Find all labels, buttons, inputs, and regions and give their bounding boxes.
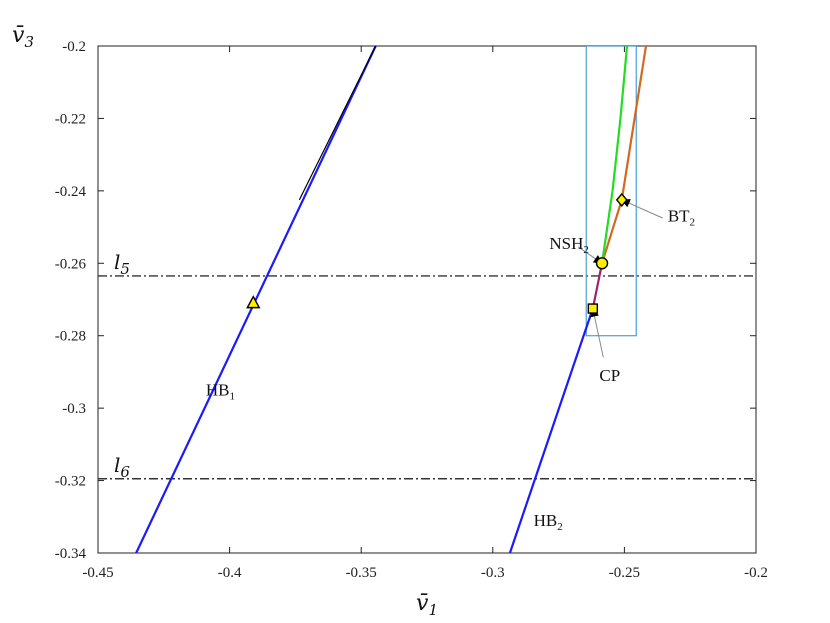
- x-tick-label: -0.2: [744, 565, 768, 581]
- y-tick-label: -0.22: [55, 111, 86, 127]
- y-axis-label-sub: 3: [24, 33, 34, 51]
- curve-cusp-segment: [591, 263, 604, 309]
- y-axis-label: v̄3: [12, 23, 34, 51]
- annotation-hb2-label: HB2: [534, 511, 563, 533]
- annotation-hb1-label: HB1: [206, 380, 235, 402]
- arrow-cp-label: [590, 307, 604, 358]
- annotation-nsh2-label: NSH2: [549, 234, 589, 256]
- marker-nsh2: [595, 257, 609, 270]
- reference-line-label-l6: l6: [114, 453, 130, 481]
- annotation-main: HB: [206, 380, 230, 399]
- annotation-bt2-label: BT2: [668, 207, 695, 229]
- marker-bt2: [615, 192, 628, 208]
- annotation-sub: 2: [583, 244, 589, 256]
- x-tick-label: -0.35: [346, 565, 377, 581]
- y-tick-label: -0.28: [55, 329, 86, 345]
- annotation-main: HB: [534, 511, 558, 530]
- reference-line-label-sub: 5: [120, 260, 130, 278]
- annotation-sub: 2: [557, 521, 563, 533]
- y-tick-label: -0.34: [55, 546, 87, 562]
- reference-line-label-main: l: [114, 250, 120, 274]
- y-tick-label: -0.3: [62, 401, 86, 417]
- marker-cp: [587, 303, 599, 314]
- zoom-box: [585, 46, 637, 337]
- x-axis-label-sub: 1: [428, 601, 438, 619]
- curve-hb1-overlay: [298, 46, 377, 201]
- annotation-sub: 2: [690, 217, 696, 229]
- curve-hb2: [508, 308, 594, 553]
- x-axis-label: v̄1: [416, 591, 438, 619]
- annotation-cp-label: CP: [599, 366, 620, 385]
- y-tick-label: -0.26: [55, 256, 87, 272]
- reference-line-label-main: l: [114, 453, 120, 477]
- marker-triangle: [246, 295, 261, 309]
- curve-hb1: [135, 46, 377, 553]
- y-axis-label-main: v̄: [12, 23, 25, 48]
- x-tick-label: -0.3: [481, 565, 505, 581]
- reference-line-label-l5: l5: [114, 250, 130, 278]
- reference-line-label-sub: 6: [120, 463, 130, 481]
- x-tick-label: -0.4: [218, 565, 242, 581]
- plot-area: [97, 45, 757, 554]
- annotation-main: NSH: [549, 234, 583, 253]
- x-tick-label: -0.25: [609, 565, 640, 581]
- arrow-bt2-label: [620, 199, 663, 219]
- y-tick-label: -0.2: [62, 39, 86, 55]
- x-axis-label-main: v̄: [416, 591, 429, 616]
- x-tick-label: -0.45: [82, 565, 113, 581]
- y-tick-label: -0.24: [55, 184, 87, 200]
- annotation-sub: 1: [230, 390, 236, 402]
- y-tick-label: -0.32: [55, 474, 86, 490]
- curve-nsh-branch: [600, 46, 629, 264]
- annotation-main: CP: [599, 366, 620, 385]
- annotation-main: BT: [668, 207, 690, 226]
